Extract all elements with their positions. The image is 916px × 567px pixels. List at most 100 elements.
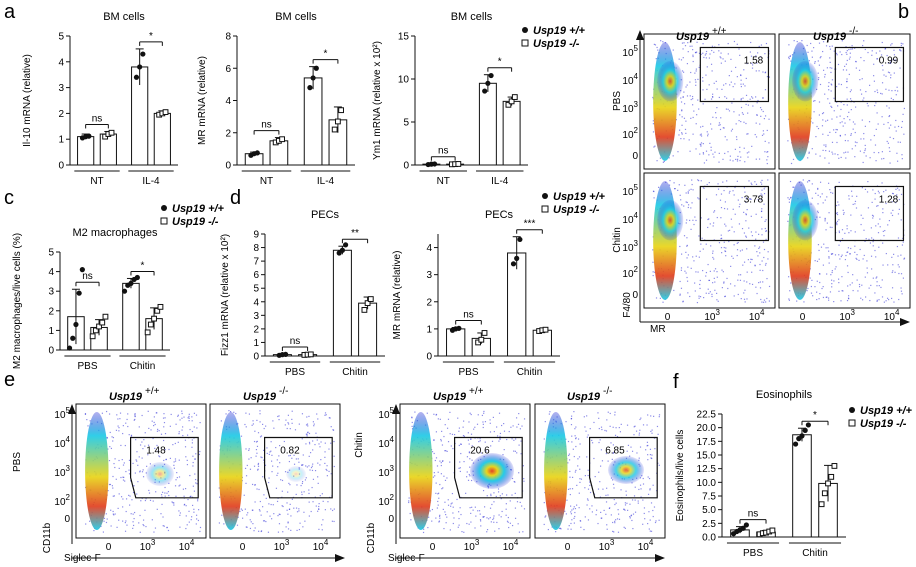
- event-dot: [439, 514, 441, 516]
- event-dot: [846, 116, 849, 118]
- event-dot: [513, 439, 515, 441]
- event-dot: [574, 511, 576, 514]
- event-dot: [695, 148, 697, 150]
- event-dot: [649, 488, 651, 490]
- event-dot: [729, 155, 731, 157]
- event-dot: [706, 66, 708, 68]
- event-dot: [273, 427, 275, 429]
- event-dot: [195, 482, 197, 484]
- event-dot: [836, 116, 838, 118]
- event-dot: [637, 502, 639, 504]
- event-dot: [261, 456, 263, 459]
- event-dot: [256, 440, 258, 443]
- event-dot: [826, 296, 828, 298]
- event-dot: [614, 503, 616, 506]
- data-point: [92, 327, 99, 334]
- event-dot: [704, 54, 706, 56]
- event-dot: [624, 502, 626, 504]
- event-dot: [712, 252, 714, 254]
- event-dot: [644, 518, 646, 520]
- event-dot: [829, 189, 831, 191]
- event-dot: [294, 429, 297, 431]
- data-point: [821, 490, 828, 497]
- event-dot: [679, 280, 681, 283]
- event-dot: [822, 50, 824, 53]
- event-dot: [828, 299, 830, 301]
- event-dot: [583, 416, 585, 418]
- event-dot: [691, 179, 693, 181]
- event-dot: [178, 510, 180, 512]
- event-dot: [647, 522, 649, 525]
- event-dot: [787, 220, 789, 222]
- y-tick-label: 6: [253, 270, 259, 281]
- event-dot: [312, 478, 315, 480]
- event-dot: [763, 118, 765, 120]
- event-dot: [518, 531, 521, 533]
- data-point: [334, 118, 341, 125]
- event-dot: [680, 287, 683, 289]
- event-dot: [736, 76, 738, 78]
- event-dot: [817, 203, 819, 205]
- event-dot: [112, 513, 114, 515]
- event-dot: [698, 295, 700, 297]
- y-tick-label: 1: [253, 338, 259, 349]
- event-dot: [543, 502, 545, 504]
- event-dot: [847, 247, 850, 249]
- event-dot: [570, 522, 572, 525]
- flow-plot: 1.48: [75, 403, 207, 539]
- sig-label: ***: [524, 219, 536, 230]
- event-dot: [331, 520, 333, 522]
- event-dot: [579, 520, 581, 522]
- y-tick-label: 4: [48, 267, 54, 278]
- event-dot: [136, 493, 138, 495]
- event-dot: [729, 229, 731, 231]
- event-dot: [551, 526, 553, 528]
- event-dot: [858, 286, 861, 288]
- event-dot: [318, 505, 320, 508]
- event-dot: [860, 214, 862, 216]
- event-dot: [683, 42, 685, 44]
- data-point: [121, 288, 128, 294]
- event-dot: [761, 208, 763, 210]
- event-dot: [575, 437, 577, 439]
- event-dot: [846, 98, 848, 100]
- event-dot: [897, 264, 899, 266]
- event-dot: [330, 473, 332, 475]
- event-dot: [119, 412, 122, 414]
- event-dot: [625, 490, 627, 492]
- population-main: [788, 181, 812, 300]
- event-dot: [521, 425, 523, 427]
- event-dot: [765, 219, 767, 221]
- event-dot: [679, 293, 681, 295]
- event-dot: [620, 423, 622, 425]
- event-dot: [706, 131, 708, 133]
- event-dot: [179, 514, 181, 516]
- event-dot: [132, 527, 134, 529]
- event-dot: [559, 527, 561, 529]
- event-dot: [634, 486, 636, 488]
- y-axis-label: Ym1 mRNA (relative x 10²): [372, 41, 383, 160]
- event-dot: [254, 430, 256, 432]
- bar: [478, 82, 497, 166]
- event-dot: [468, 443, 470, 445]
- event-dot: [141, 457, 143, 459]
- event-dot: [273, 513, 275, 515]
- data-point: [279, 136, 285, 143]
- event-dot: [159, 456, 161, 458]
- event-dot: [482, 426, 484, 429]
- event-dot: [830, 83, 832, 85]
- event-dot: [683, 138, 685, 140]
- event-dot: [881, 41, 883, 44]
- event-dot: [828, 262, 830, 264]
- category-label: PBS: [743, 548, 763, 559]
- event-dot: [881, 296, 884, 298]
- y-tick-label: 105: [54, 406, 70, 421]
- event-dot: [679, 294, 681, 296]
- event-dot: [854, 245, 856, 247]
- event-dot: [699, 134, 701, 136]
- event-dot: [483, 515, 485, 518]
- event-dot: [475, 515, 477, 517]
- event-dot: [631, 450, 634, 452]
- event-dot: [838, 181, 840, 183]
- event-dot: [888, 107, 890, 109]
